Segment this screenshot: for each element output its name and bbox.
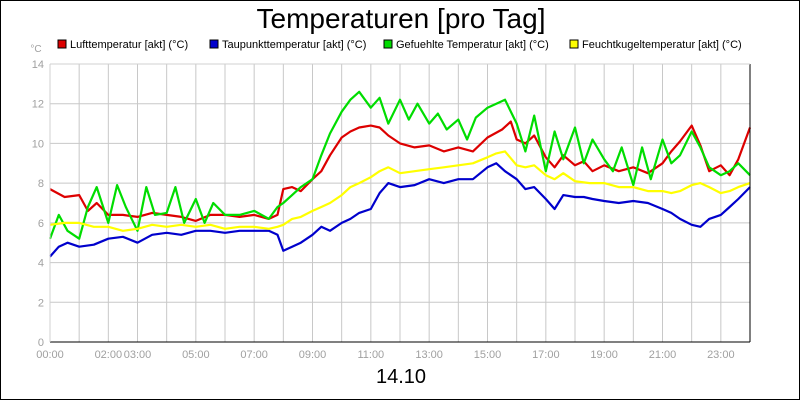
legend-label-4: Feuchtkugeltemperatur [akt] (°C) [582, 39, 742, 51]
y-axis-unit: °C [30, 44, 41, 55]
x-tick-label: 19:00 [590, 349, 618, 361]
legend-swatch-2 [209, 39, 219, 49]
legend-label-1: Lufttemperatur [akt] (°C) [70, 39, 188, 51]
series-line-4 [49, 150, 751, 232]
axes: 0 2 4 6 8 10 12 14 00:00 02:00 03:00 05:00 07:00 09:0… [30, 44, 751, 361]
series-line-2 [49, 162, 751, 258]
y-tick-label: 2 [38, 297, 44, 309]
x-tick-label: 23:00 [707, 349, 735, 361]
x-tick-label: 17:00 [532, 349, 560, 361]
x-tick-label: 13:00 [415, 349, 443, 361]
x-tick-label: 21:00 [649, 349, 677, 361]
y-tick-label: 6 [38, 218, 44, 230]
y-tick-label: 12 [32, 99, 44, 111]
x-tick-label: 11:00 [357, 349, 384, 361]
legend-label-3: Gefuehlte Temperatur [akt] (°C) [396, 39, 549, 51]
legend-swatch-1 [57, 39, 67, 49]
legend: Lufttemperatur [akt] (°C) Taupunkttempera… [57, 39, 742, 51]
series-line-3 [48, 90, 751, 240]
legend-swatch-3 [383, 39, 393, 49]
x-tick-label: 07:00 [240, 349, 268, 361]
y-tick-label: 0 [38, 337, 44, 349]
y-tick-label: 4 [38, 258, 44, 270]
x-tick-label: 03:00 [124, 349, 152, 361]
legend-label-2: Taupunkttemperatur [akt] (°C) [222, 39, 366, 51]
chart-title: Temperaturen [pro Tag] [256, 3, 546, 34]
y-tick-label: 14 [32, 59, 44, 71]
x-axis-label: 14.10 [375, 366, 427, 388]
x-tick-label: 15:00 [474, 349, 502, 361]
grid-lines [49, 63, 751, 343]
y-tick-label: 10 [32, 138, 44, 150]
x-tick-label: 02:00 [95, 349, 123, 361]
y-tick-label: 8 [38, 178, 44, 190]
x-tick-label: 05:00 [182, 349, 210, 361]
x-tick-label: 00:00 [36, 349, 64, 361]
x-tick-label: 09:00 [299, 349, 327, 361]
series-lines [48, 90, 752, 258]
legend-swatch-4 [569, 39, 579, 49]
